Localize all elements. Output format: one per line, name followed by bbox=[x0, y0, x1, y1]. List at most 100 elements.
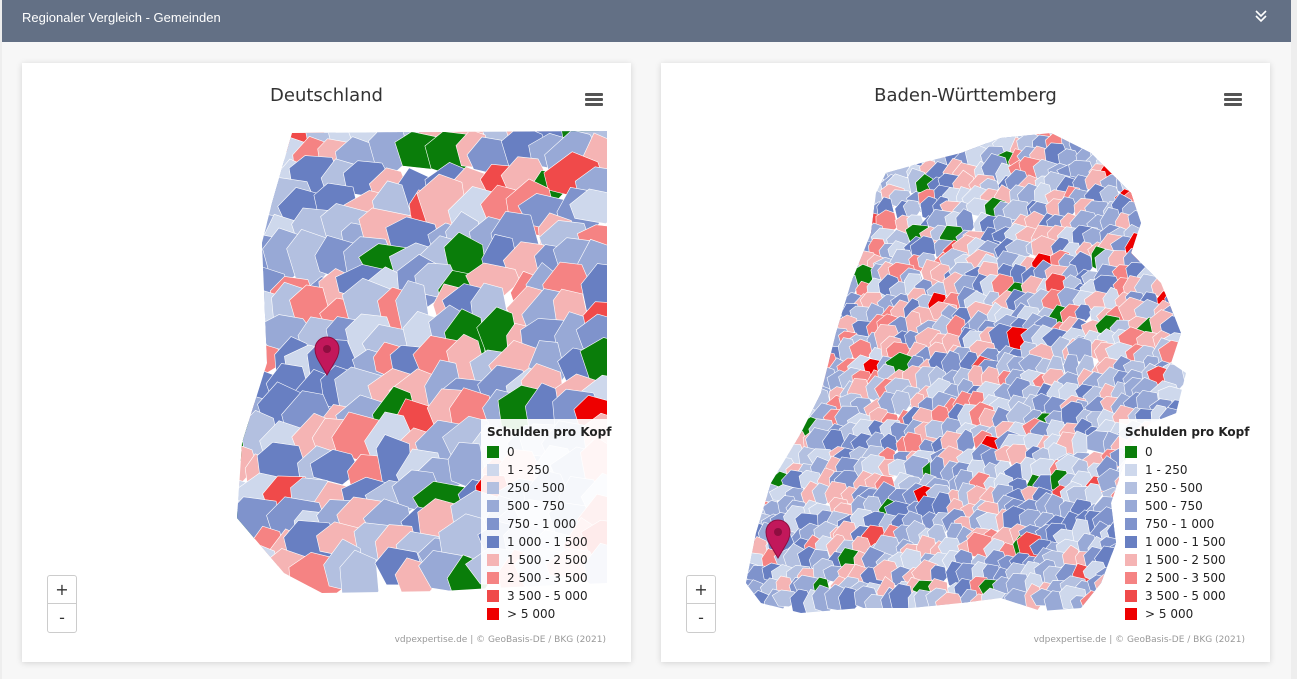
municipality-region bbox=[1134, 235, 1163, 261]
municipality-region bbox=[746, 445, 768, 467]
municipality-region bbox=[784, 303, 812, 329]
municipality-region bbox=[904, 134, 930, 156]
legend-item[interactable]: 750 - 1 000 bbox=[487, 515, 611, 533]
legend-item[interactable]: 3 500 - 5 000 bbox=[487, 587, 611, 605]
municipality-region bbox=[879, 150, 906, 168]
legend-item[interactable]: 1 - 250 bbox=[487, 461, 611, 479]
municipality-region bbox=[1166, 164, 1186, 184]
panel-header[interactable]: Regionaler Vergleich - Gemeinden bbox=[2, 0, 1291, 42]
municipality-region bbox=[746, 496, 756, 518]
municipality-region bbox=[1127, 160, 1147, 186]
legend-item[interactable]: 1 000 - 1 500 bbox=[487, 533, 611, 551]
legend-label: 0 bbox=[507, 445, 515, 459]
municipality-region bbox=[839, 156, 864, 183]
municipality-region bbox=[832, 188, 860, 207]
zoom-in-button[interactable]: + bbox=[48, 576, 76, 604]
zoom-in-button[interactable]: + bbox=[687, 576, 715, 604]
municipality-region bbox=[761, 278, 785, 303]
municipality-region bbox=[760, 134, 789, 156]
municipality-region bbox=[237, 131, 253, 178]
municipality-region bbox=[851, 170, 875, 192]
legend-item[interactable]: 250 - 500 bbox=[1125, 479, 1249, 497]
municipality-region bbox=[838, 225, 860, 249]
legend-item[interactable]: 1 - 250 bbox=[1125, 461, 1249, 479]
chevron-double-down-icon[interactable] bbox=[1253, 8, 1269, 24]
zoom-out-button[interactable]: - bbox=[59, 608, 65, 627]
municipality-region bbox=[788, 276, 815, 296]
municipality-region bbox=[811, 286, 831, 315]
municipality-region bbox=[819, 226, 851, 246]
legend-label: 1 - 250 bbox=[507, 463, 550, 477]
municipality-region bbox=[746, 475, 754, 496]
legend-label: 0 bbox=[1145, 445, 1153, 459]
municipality-region bbox=[746, 392, 754, 422]
legend-label: 2 500 - 3 500 bbox=[507, 571, 588, 585]
municipality-region bbox=[838, 145, 864, 177]
municipality-region bbox=[237, 320, 254, 355]
municipality-region bbox=[787, 290, 811, 319]
municipality-region bbox=[746, 311, 758, 337]
map-credits[interactable]: vdpexpertise.de | © GeoBasis-DE / BKG (2… bbox=[394, 635, 606, 645]
municipality-region bbox=[746, 406, 768, 427]
municipality-region bbox=[1146, 197, 1174, 217]
municipality-region bbox=[785, 133, 806, 144]
municipality-region bbox=[826, 210, 847, 235]
legend-swatch bbox=[1125, 572, 1137, 584]
municipality-region bbox=[1153, 187, 1173, 206]
municipality-region bbox=[849, 197, 878, 221]
municipality-region bbox=[774, 330, 802, 358]
legend-item[interactable]: 500 - 750 bbox=[487, 497, 611, 515]
zoom-control: + - bbox=[686, 575, 716, 633]
municipality-region bbox=[759, 133, 786, 146]
municipality-region bbox=[769, 395, 795, 420]
legend-item[interactable]: 0 bbox=[487, 443, 611, 461]
municipality-region bbox=[801, 262, 822, 284]
legend-item[interactable]: 2 500 - 3 500 bbox=[487, 569, 611, 587]
municipality-region bbox=[757, 354, 785, 382]
municipality-region bbox=[746, 304, 757, 329]
legend-item[interactable]: > 5 000 bbox=[487, 605, 611, 623]
municipality-region bbox=[810, 228, 837, 249]
municipality-region bbox=[916, 133, 938, 141]
municipality-region bbox=[1074, 303, 1093, 322]
legend-item[interactable]: > 5 000 bbox=[1125, 605, 1249, 623]
municipality-region bbox=[1162, 250, 1186, 277]
legend-item[interactable]: 2 500 - 3 500 bbox=[1125, 569, 1249, 587]
legend-item[interactable]: 750 - 1 000 bbox=[1125, 515, 1249, 533]
municipality-region bbox=[918, 133, 937, 156]
hamburger-menu-icon[interactable] bbox=[1224, 93, 1242, 107]
legend-item[interactable]: 1 000 - 1 500 bbox=[1125, 533, 1249, 551]
municipality-region bbox=[800, 240, 820, 259]
legend-item[interactable]: 1 500 - 2 500 bbox=[1125, 551, 1249, 569]
hamburger-menu-icon[interactable] bbox=[585, 93, 603, 107]
legend-item[interactable]: 1 500 - 2 500 bbox=[487, 551, 611, 569]
municipality-region bbox=[771, 253, 802, 278]
municipality-region bbox=[774, 138, 802, 162]
municipality-region bbox=[956, 133, 979, 141]
municipality-region bbox=[785, 265, 810, 288]
municipality-region bbox=[746, 264, 765, 284]
legend-item[interactable]: 250 - 500 bbox=[487, 479, 611, 497]
zoom-out-button[interactable]: - bbox=[698, 608, 704, 627]
municipality-region bbox=[1165, 267, 1186, 290]
legend-label: 1 000 - 1 500 bbox=[507, 535, 588, 549]
municipality-region bbox=[853, 133, 875, 153]
municipality-region bbox=[809, 159, 840, 181]
municipality-region bbox=[848, 151, 875, 170]
municipality-region bbox=[798, 171, 823, 201]
legend-item[interactable]: 500 - 750 bbox=[1125, 497, 1249, 515]
municipality-region bbox=[838, 135, 861, 161]
municipality-region bbox=[1098, 133, 1117, 147]
municipality-region bbox=[237, 439, 258, 491]
municipality-region bbox=[787, 326, 806, 351]
municipality-region bbox=[746, 334, 762, 353]
municipality-region bbox=[755, 315, 783, 336]
municipality-region bbox=[746, 458, 758, 486]
legend-item[interactable]: 0 bbox=[1125, 443, 1249, 461]
legend-item[interactable]: 3 500 - 5 000 bbox=[1125, 587, 1249, 605]
municipality-region bbox=[825, 260, 850, 290]
municipality-region bbox=[1162, 133, 1183, 144]
municipality-region bbox=[798, 183, 824, 214]
map-credits[interactable]: vdpexpertise.de | © GeoBasis-DE / BKG (2… bbox=[1033, 635, 1245, 645]
municipality-region bbox=[746, 134, 757, 157]
